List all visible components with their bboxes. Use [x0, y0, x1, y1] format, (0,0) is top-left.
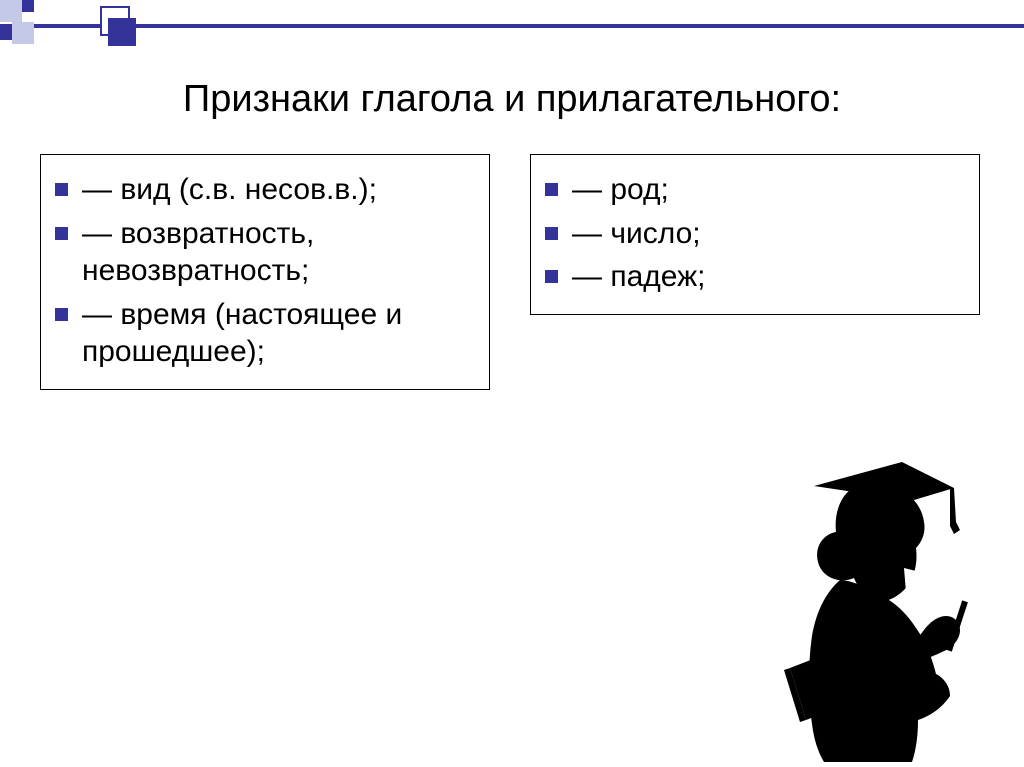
bullet-icon: [55, 183, 68, 196]
header-square: [22, 0, 34, 12]
header-square: [108, 18, 136, 46]
bullet-icon: [545, 270, 558, 283]
header-decoration: [0, 0, 1024, 58]
list-item: — возвратность, невозвратность;: [55, 215, 475, 290]
bullet-icon: [55, 308, 68, 321]
list-item-text: — вид (с.в. несов.в.);: [82, 171, 377, 209]
bullet-icon: [55, 227, 68, 240]
slide-title: Признаки глагола и прилагательного:: [0, 78, 1024, 121]
bullet-icon: [545, 183, 558, 196]
header-square: [0, 0, 22, 22]
list-item-text: — время (настоящее и прошедшее);: [82, 296, 475, 371]
list-item: — падеж;: [545, 258, 965, 296]
header-square: [12, 22, 34, 44]
list-item-text: — падеж;: [572, 258, 706, 296]
right-box: — род; — число; — падеж;: [530, 154, 980, 315]
left-box: — вид (с.в. несов.в.); — возвратность, не…: [40, 154, 490, 390]
list-item-text: — род;: [572, 171, 669, 209]
header-square: [0, 28, 12, 40]
list-item: — вид (с.в. несов.в.);: [55, 171, 475, 209]
graduate-silhouette: [754, 452, 994, 767]
list-item: — род;: [545, 171, 965, 209]
list-item: — число;: [545, 215, 965, 253]
list-item: — время (настоящее и прошедшее);: [55, 296, 475, 371]
list-item-text: — число;: [572, 215, 701, 253]
list-item-text: — возвратность, невозвратность;: [82, 215, 475, 290]
bullet-icon: [545, 227, 558, 240]
header-bar: [0, 24, 1024, 28]
